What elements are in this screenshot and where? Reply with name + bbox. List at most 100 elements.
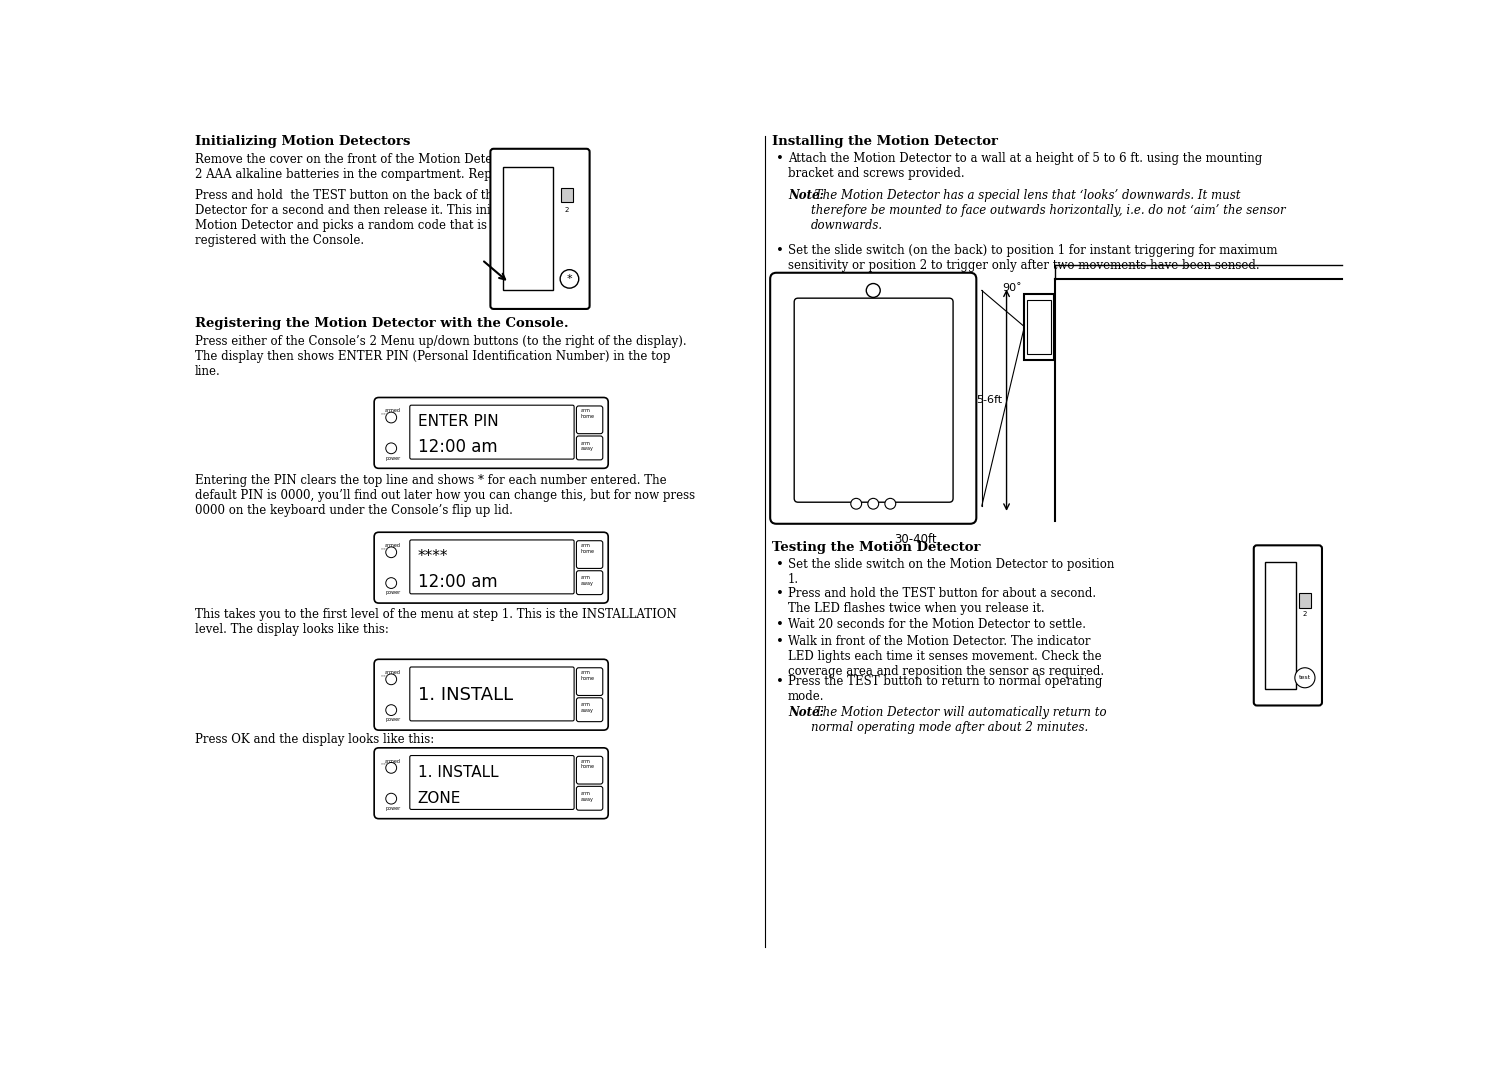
Circle shape xyxy=(385,577,397,588)
Text: Walk in front of the Motion Detector. The indicator
LED lights each time it sens: Walk in front of the Motion Detector. Th… xyxy=(788,634,1105,678)
Text: 1. INSTALL: 1. INSTALL xyxy=(418,686,513,704)
Text: Installing the Motion Detector: Installing the Motion Detector xyxy=(772,135,998,148)
Text: Initializing Motion Detectors: Initializing Motion Detectors xyxy=(195,135,411,148)
Text: Set the slide switch on the Motion Detector to position
1.: Set the slide switch on the Motion Detec… xyxy=(788,558,1114,586)
Text: armed: armed xyxy=(385,759,402,764)
Text: arm
home: arm home xyxy=(580,543,594,554)
Circle shape xyxy=(385,412,397,423)
Text: 12:00 am: 12:00 am xyxy=(418,438,498,456)
Text: med: med xyxy=(381,763,388,766)
Text: Set the slide switch (on the back) to position 1 for instant triggering for maxi: Set the slide switch (on the back) to po… xyxy=(788,245,1277,273)
Text: 1: 1 xyxy=(1303,596,1307,602)
FancyBboxPatch shape xyxy=(375,748,609,819)
FancyBboxPatch shape xyxy=(1298,593,1312,608)
Text: 30-40ft: 30-40ft xyxy=(895,533,937,546)
Text: 2: 2 xyxy=(565,207,570,212)
Text: arm
away: arm away xyxy=(580,575,594,586)
Text: med: med xyxy=(381,412,388,416)
Circle shape xyxy=(385,705,397,716)
Text: 12:00 am: 12:00 am xyxy=(418,573,498,591)
Text: Wait 20 seconds for the Motion Detector to settle.: Wait 20 seconds for the Motion Detector … xyxy=(788,618,1085,631)
FancyBboxPatch shape xyxy=(409,540,574,593)
FancyBboxPatch shape xyxy=(375,397,609,468)
Text: *: * xyxy=(567,274,573,284)
FancyBboxPatch shape xyxy=(577,571,603,594)
Text: 1: 1 xyxy=(565,191,570,197)
FancyBboxPatch shape xyxy=(1024,294,1054,359)
Circle shape xyxy=(1295,667,1315,688)
Text: power: power xyxy=(385,806,400,811)
Text: The Motion Detector has a special lens that ‘looks’ downwards. It must
therefore: The Motion Detector has a special lens t… xyxy=(811,189,1286,232)
Text: med: med xyxy=(381,674,388,678)
Text: ****: **** xyxy=(418,549,448,564)
Circle shape xyxy=(851,498,862,510)
Text: armed: armed xyxy=(385,543,402,548)
FancyBboxPatch shape xyxy=(770,273,976,524)
Text: power: power xyxy=(385,590,400,596)
FancyBboxPatch shape xyxy=(577,756,603,784)
Text: •: • xyxy=(776,245,784,258)
FancyBboxPatch shape xyxy=(375,659,609,730)
FancyBboxPatch shape xyxy=(1265,561,1295,689)
FancyBboxPatch shape xyxy=(577,787,603,810)
Text: power: power xyxy=(385,718,400,722)
Text: arm
home: arm home xyxy=(580,670,594,681)
Circle shape xyxy=(866,283,880,297)
Text: Attach the Motion Detector to a wall at a height of 5 to 6 ft. using the mountin: Attach the Motion Detector to a wall at … xyxy=(788,152,1262,180)
Text: Remove the cover on the front of the Motion Detector and install
2 AAA alkaline : Remove the cover on the front of the Mot… xyxy=(195,153,582,181)
Text: arm
away: arm away xyxy=(580,703,594,714)
Text: •: • xyxy=(776,152,784,165)
Text: Testing the Motion Detector: Testing the Motion Detector xyxy=(772,541,980,554)
Text: •: • xyxy=(776,618,784,631)
Text: armed: armed xyxy=(385,670,402,675)
FancyBboxPatch shape xyxy=(577,667,603,695)
Text: ENTER PIN: ENTER PIN xyxy=(418,414,498,429)
FancyBboxPatch shape xyxy=(409,755,574,809)
Circle shape xyxy=(385,793,397,804)
Circle shape xyxy=(385,443,397,454)
Text: The Motion Detector will automatically return to
normal operating mode after abo: The Motion Detector will automatically r… xyxy=(811,706,1106,734)
Text: Registering the Motion Detector with the Console.: Registering the Motion Detector with the… xyxy=(195,318,568,330)
Circle shape xyxy=(385,674,397,685)
Circle shape xyxy=(868,498,878,510)
Text: med: med xyxy=(381,547,388,550)
FancyBboxPatch shape xyxy=(577,541,603,569)
Circle shape xyxy=(561,269,579,289)
Text: •: • xyxy=(776,676,784,689)
Text: Note:: Note: xyxy=(788,706,824,719)
Text: arm
away: arm away xyxy=(580,791,594,802)
Text: 90˚: 90˚ xyxy=(1003,283,1022,293)
FancyBboxPatch shape xyxy=(577,436,603,460)
FancyBboxPatch shape xyxy=(409,406,574,459)
Text: arm
away: arm away xyxy=(580,441,594,452)
Text: power: power xyxy=(385,456,400,460)
FancyBboxPatch shape xyxy=(561,188,573,202)
Circle shape xyxy=(385,763,397,774)
Text: armed: armed xyxy=(385,408,402,413)
FancyBboxPatch shape xyxy=(1253,545,1322,705)
Text: Note:: Note: xyxy=(788,189,824,202)
FancyBboxPatch shape xyxy=(375,532,609,603)
Text: •: • xyxy=(776,558,784,571)
Text: ZONE: ZONE xyxy=(418,792,460,807)
Text: •: • xyxy=(776,634,784,648)
Text: Press and hold  the TEST button on the back of the Motion
Detector for a second : Press and hold the TEST button on the ba… xyxy=(195,189,580,247)
Text: 1. INSTALL: 1. INSTALL xyxy=(418,765,498,780)
Text: Press either of the Console’s 2 Menu up/down buttons (to the right of the displa: Press either of the Console’s 2 Menu up/… xyxy=(195,335,687,378)
FancyBboxPatch shape xyxy=(577,406,603,433)
Text: arm
home: arm home xyxy=(580,408,594,420)
Text: arm
home: arm home xyxy=(580,759,594,769)
Circle shape xyxy=(385,547,397,558)
Text: Press and hold the TEST button for about a second.
The LED flashes twice when yo: Press and hold the TEST button for about… xyxy=(788,587,1096,615)
FancyBboxPatch shape xyxy=(794,298,953,502)
Text: Press OK and the display looks like this:: Press OK and the display looks like this… xyxy=(195,733,435,746)
Text: test: test xyxy=(1298,675,1312,680)
FancyBboxPatch shape xyxy=(490,149,589,309)
FancyBboxPatch shape xyxy=(577,697,603,722)
Text: Entering the PIN clears the top line and shows * for each number entered. The
de: Entering the PIN clears the top line and… xyxy=(195,473,696,517)
Text: 5-6ft: 5-6ft xyxy=(976,395,1003,405)
FancyBboxPatch shape xyxy=(1027,300,1051,354)
Text: •: • xyxy=(776,587,784,600)
FancyBboxPatch shape xyxy=(409,667,574,721)
Text: 2: 2 xyxy=(1303,611,1307,617)
